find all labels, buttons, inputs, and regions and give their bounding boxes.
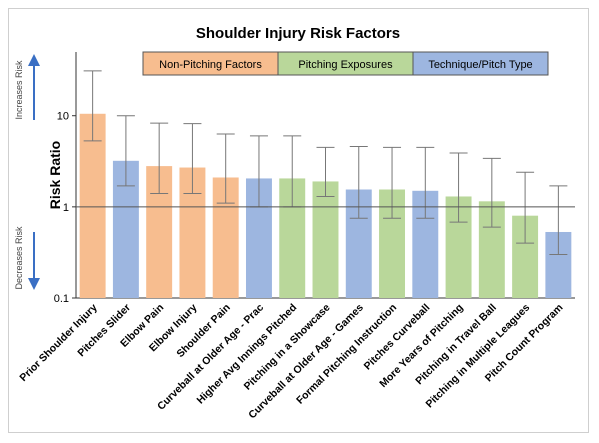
increase-risk-label: Increases Risk: [14, 60, 24, 120]
chart-frame: [8, 8, 589, 433]
bar: [312, 181, 339, 298]
legend-swatch: [412, 51, 549, 76]
decrease-risk-label: Decreases Risk: [14, 226, 24, 290]
arrow-up-icon: [28, 54, 40, 66]
chart-title: Shoulder Injury Risk Factors: [196, 25, 400, 42]
arrow-down-icon: [28, 278, 40, 290]
side-annotations: Increases Risk Decreases Risk: [14, 54, 40, 290]
y-axis-title: Risk Ratio: [47, 141, 63, 209]
y-tick-label: 10: [57, 111, 69, 123]
y-tick-label: 0.1: [54, 293, 69, 305]
legend-label: Pitching Exposures: [298, 59, 393, 71]
error-bars: [76, 70, 575, 256]
bar: [79, 113, 106, 298]
y-tick-label: 1: [63, 202, 69, 214]
y-axis: 0.1 1 10 Risk Ratio: [47, 111, 76, 305]
bars: [79, 113, 572, 298]
legend: Non-Pitching Factors Pitching Exposures Te…: [142, 51, 549, 76]
legend-label: Technique/Pitch Type: [428, 59, 532, 71]
legend-label: Non-Pitching Factors: [159, 59, 262, 71]
